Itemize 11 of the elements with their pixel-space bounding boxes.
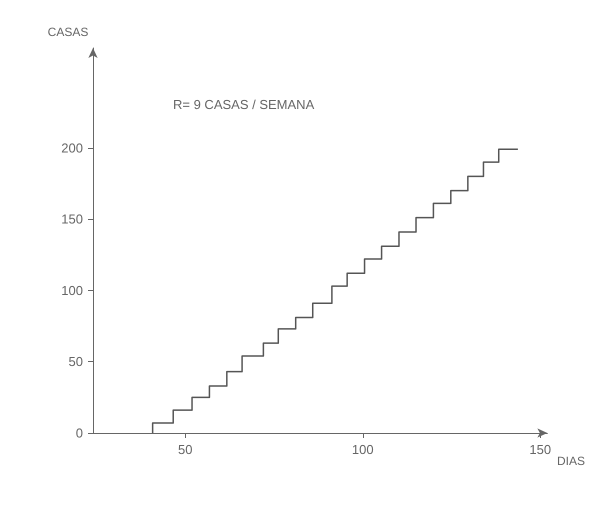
y-tick-label: 200 xyxy=(61,140,83,156)
y-tick-label: 150 xyxy=(61,212,83,227)
annotation: R= 9 CASAS / SEMANA xyxy=(173,97,315,112)
y-tick-label: 0 xyxy=(76,426,83,440)
x-axis-title: DIAS xyxy=(557,454,586,468)
y-tick-label: 100 xyxy=(61,282,83,298)
y-axis-title: CASAS xyxy=(48,25,88,39)
y-tick-label: 50 xyxy=(68,354,83,370)
x-tick-label: 100 xyxy=(352,442,374,457)
x-tick-label: 50 xyxy=(178,442,193,457)
x-tick-label: 150 xyxy=(529,442,552,457)
